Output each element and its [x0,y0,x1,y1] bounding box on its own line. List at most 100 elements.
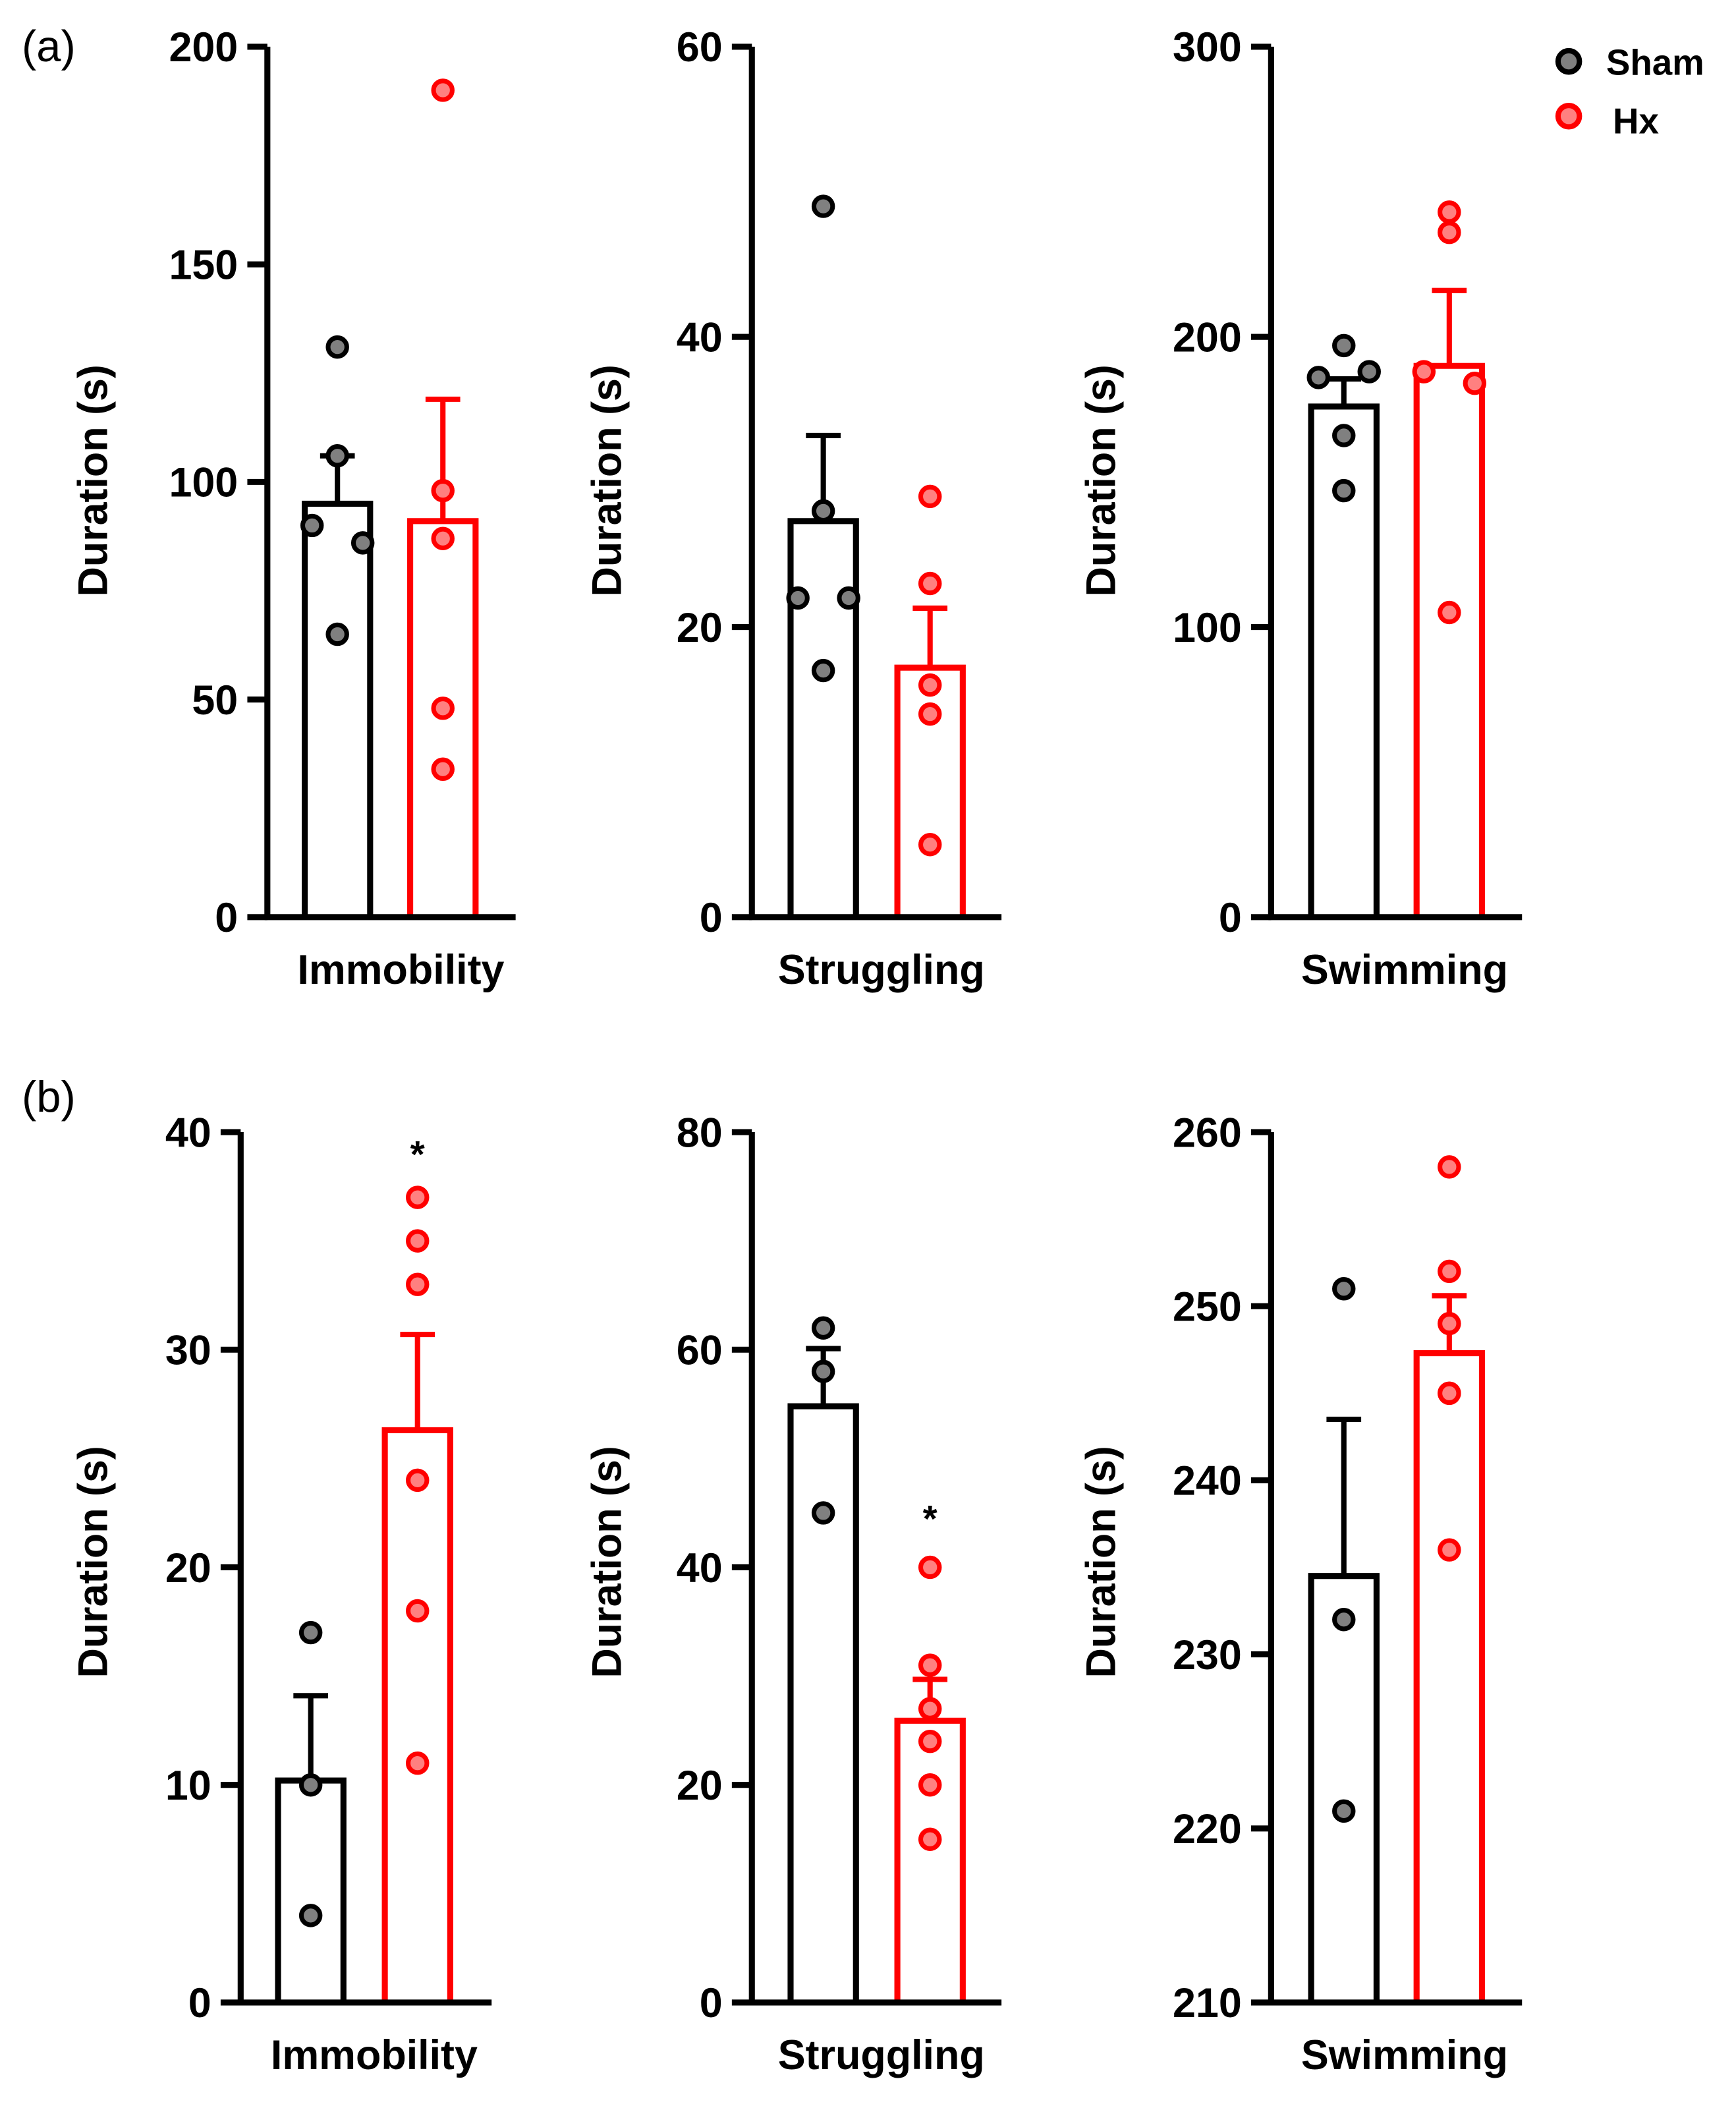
bar-sham [275,1777,347,2003]
data-point-hx [918,1697,942,1721]
bar-hx [407,518,479,917]
data-point-hx [431,478,455,503]
y-tick-label: 40 [677,315,723,361]
data-point-hx [918,484,942,509]
y-tick-label: 0 [700,1980,723,2026]
data-point-hx [406,1229,430,1253]
data-point-hx [406,1185,430,1209]
chart-struggling-a: 0 20 40 60 Struggling Duration (s) [584,24,1002,993]
data-point-sham [350,531,375,555]
data-point-hx [1438,1538,1461,1562]
y-axis-label: Duration (s) [584,1446,630,1678]
data-point-hx [918,1653,942,1677]
y-tick-label: 0 [700,895,723,941]
y-tick-label: 40 [165,1110,211,1156]
y-tick-label: 50 [192,677,238,724]
data-point-sham [811,194,835,218]
bar-hx [381,1427,453,2003]
data-point-sham [837,586,860,610]
data-point-hx [918,702,942,726]
y-tick-label: 230 [1173,1632,1242,1678]
data-point-sham [300,513,324,538]
data-point-hx [918,1773,942,1797]
data-point-hx [406,1272,430,1296]
significance-marker: * [410,1134,426,1176]
data-point-sham [1332,424,1356,447]
data-point-hx [918,1555,942,1580]
data-point-sham [298,1620,323,1645]
bar-hx [894,664,966,917]
data-point-hx [431,757,455,782]
chart-immobility-b: * 0 10 20 30 40 Immobility Duration (s) [70,1110,492,2078]
y-tick-label: 20 [677,1763,723,1809]
bar-sham [787,1403,859,2003]
data-point-hx [1438,220,1461,244]
x-axis-label: Struggling [778,947,985,993]
chart-swimming-b: 210 220 230 240 250 260 Swimming Duration (s) [1078,1110,1523,2078]
data-point-hx [1438,1155,1461,1179]
data-point-sham [1332,1277,1356,1301]
data-point-sham [325,335,349,359]
y-tick-label: 220 [1173,1806,1242,1852]
y-tick-label: 250 [1173,1284,1242,1330]
y-tick-label: 80 [677,1110,723,1156]
data-point-hx [1438,200,1461,224]
data-point-sham [811,1359,835,1384]
y-tick-label: 0 [215,895,238,941]
significance-marker: * [923,1498,938,1540]
y-axis-label: Duration (s) [1078,1446,1124,1678]
data-point-hx [918,833,942,857]
data-point-hx [431,697,455,720]
data-point-hx [406,1599,430,1623]
x-axis-label: Struggling [778,2032,985,2078]
y-tick-label: 60 [677,24,723,71]
y-axis-label: Duration (s) [1078,364,1124,596]
bar-hx [1413,362,1486,917]
y-axis-label: Duration (s) [70,364,117,596]
data-point-sham [325,622,349,646]
x-axis-label: Immobility [271,2032,478,2078]
y-tick-label: 260 [1173,1110,1242,1156]
bar-sham [1308,1573,1380,2003]
data-point-hx [1438,1259,1461,1284]
x-axis-label: Swimming [1301,947,1508,993]
data-point-sham [811,1316,835,1340]
data-point-hx [1412,360,1436,384]
y-tick-label: 240 [1173,1458,1242,1504]
y-tick-label: 20 [677,605,723,651]
y-tick-label: 200 [1173,315,1242,361]
bar-sham [787,518,859,917]
data-point-hx [406,1468,430,1493]
data-point-sham [1306,366,1330,389]
y-axis-label: Duration (s) [584,364,630,596]
data-point-sham [1332,1799,1356,1823]
x-axis-label: Immobility [297,947,504,993]
legend-sham-label: Sham [1606,42,1704,82]
data-point-hx [918,571,942,596]
data-point-hx [918,673,942,697]
legend: Sham Hx [1555,42,1704,142]
legend-hx-marker [1555,102,1582,130]
y-tick-label: 210 [1173,1980,1242,2026]
data-point-hx [918,1827,942,1852]
data-point-sham [298,1904,323,1927]
y-tick-label: 10 [165,1763,211,1809]
y-tick-label: 30 [165,1328,211,1374]
data-point-hx [1438,600,1461,625]
y-tick-label: 40 [677,1545,723,1591]
legend-sham-marker [1555,47,1582,75]
data-point-hx [1438,1311,1461,1336]
data-point-sham [1332,333,1356,358]
data-point-sham [1332,478,1356,503]
data-point-sham [298,1773,323,1797]
y-tick-label: 300 [1173,24,1242,71]
chart-struggling-b: * 0 20 40 60 80 Struggling Duration (s) [584,1110,1002,2078]
y-tick-label: 150 [169,242,238,288]
chart-immobility-a: 0 50 100 150 200 Immobility Duration (s) [70,24,516,993]
data-point-sham [811,658,835,683]
data-point-sham [811,499,835,523]
bar-sham [301,500,374,917]
y-tick-label: 0 [188,1980,211,2026]
y-axis-label: Duration (s) [70,1446,117,1678]
panel-label-a: (a) [22,22,76,71]
